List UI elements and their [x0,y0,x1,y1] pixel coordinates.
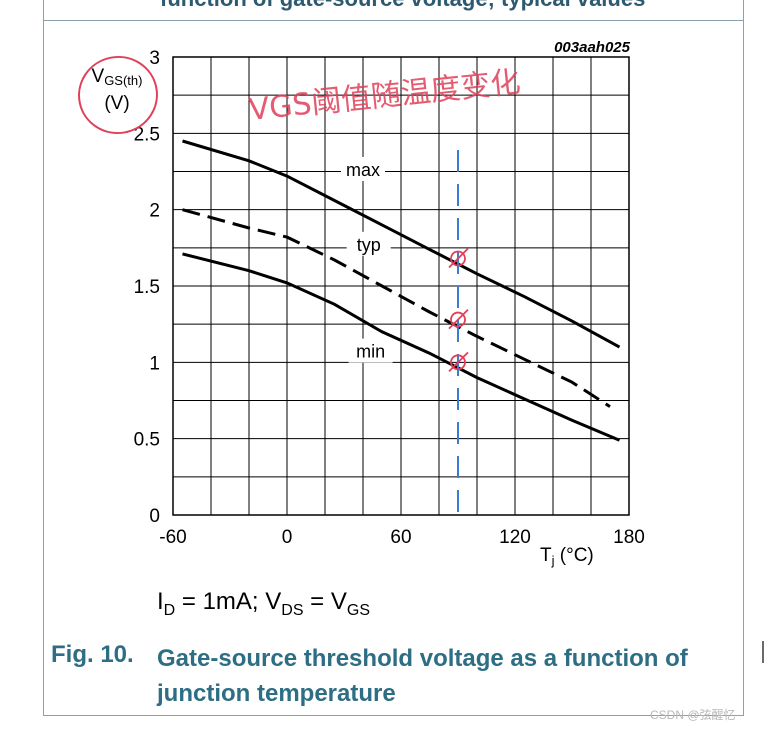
x-tick-label: -60 [159,527,186,548]
chart-series: max typ min [182,139,621,442]
y-tick-label: 2 [149,201,160,222]
series-label-typ: typ [357,235,381,255]
series-label-background [348,338,393,363]
intersection-circle [450,311,466,328]
series-line-min [182,252,621,442]
figure-caption: Gate-source threshold voltage as a funct… [157,645,688,707]
figure-frame [43,0,744,716]
chart-grid [172,56,630,516]
x-tick-label: 60 [390,527,411,548]
series-label-background [341,156,385,181]
intersection-cross [448,247,469,269]
previous-caption-fragment: function of gate-source voltage; typical… [160,0,645,12]
y-tick-label: 1.5 [134,277,160,298]
y-tick-label: 2.5 [134,124,160,145]
series-line-typ [182,208,611,408]
figure-number: Fig. 10. [51,641,134,668]
y-tick-label: 1 [149,353,160,374]
test-conditions: ID = 1mA; VDS = VGS [157,588,370,619]
y-axis-unit: (V) [104,93,129,114]
watermark: CSDN @弦醒忆 [650,708,736,722]
y-tick-label: 0 [149,506,160,527]
figure-code: 003aah025 [554,39,631,56]
frame-top-rule [43,20,744,21]
y-tick-label: 3 [149,48,160,69]
y-axis-label: VGS(th) [92,66,143,88]
intersection-cross [448,351,469,372]
x-tick-label: 120 [499,527,531,548]
y-label-circle [78,55,158,135]
series-label-min: min [356,342,385,362]
series-label-background [346,231,391,256]
handwritten-note: VGS阈值随温度变化 [247,65,522,128]
series-line-max [182,139,621,349]
intersection-circle [450,354,466,371]
intersection-circle [450,250,466,267]
intersection-cross [448,308,469,330]
plot-border [172,56,630,516]
series-label-max: max [346,160,380,180]
x-tick-label: 180 [613,527,645,548]
x-axis-label: Tj (°C) [540,545,594,568]
handwritten-annotations [78,55,469,512]
y-tick-label: 0.5 [134,430,160,451]
edge-mark [762,641,764,663]
x-tick-label: 0 [282,527,293,548]
